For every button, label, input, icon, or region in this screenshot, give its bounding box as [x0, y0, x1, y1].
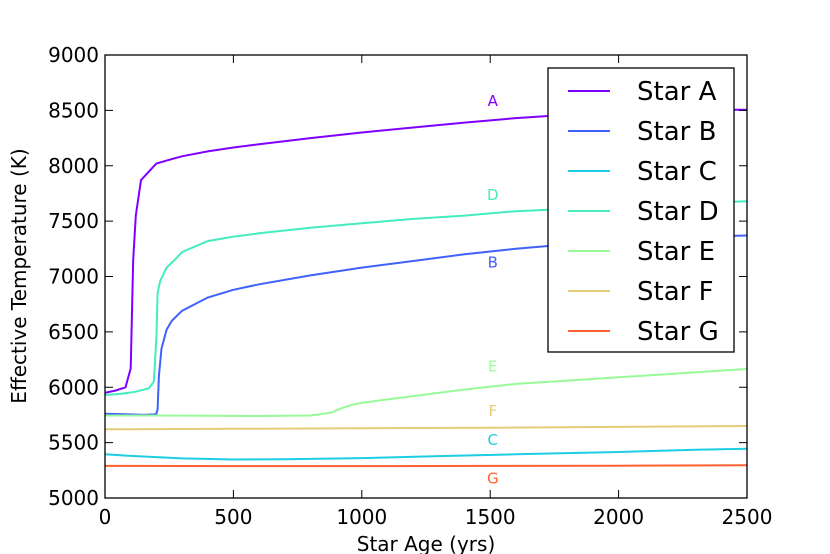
x-tick-label: 500	[214, 505, 252, 529]
annotation-c: C	[488, 431, 498, 449]
annotation-g: G	[487, 470, 499, 488]
legend: Star A Star B Star C Star D Star E Star F Star…	[547, 67, 735, 353]
annotation-f: F	[488, 402, 497, 420]
legend-label-g: Star G	[637, 317, 719, 347]
series-line-star-f	[105, 425, 747, 431]
annotation-e: E	[488, 358, 497, 376]
legend-label-f: Star F	[637, 277, 714, 307]
y-tick-label: 5000	[48, 486, 99, 510]
legend-label-d: Star D	[637, 197, 719, 227]
series-line-star-c	[105, 447, 747, 461]
y-tick-label: 8500	[48, 98, 99, 122]
y-tick-label: 5500	[48, 431, 99, 455]
series-line-star-e	[105, 368, 747, 418]
x-tick-label: 1500	[465, 505, 516, 529]
legend-label-e: Star E	[637, 237, 715, 267]
y-tick-label: 7500	[48, 209, 99, 233]
x-tick-label: 0	[99, 505, 112, 529]
annotations: A B C D E F G	[487, 92, 499, 488]
x-tick-label: 1000	[336, 505, 387, 529]
y-tick-label: 9000	[48, 43, 99, 67]
y-tick-label: 8000	[48, 154, 99, 178]
x-tick-label: 2500	[722, 505, 773, 529]
y-tick-label: 6000	[48, 375, 99, 399]
series-line-star-g	[105, 464, 747, 468]
annotation-a: A	[488, 92, 499, 110]
legend-label-b: Star B	[637, 117, 716, 147]
ticks: 0 500 1000 1500 2000 2500 5000 5500 6000 6500 7000…	[48, 43, 772, 529]
legend-label-a: Star A	[637, 77, 717, 107]
y-tick-label: 7000	[48, 265, 99, 289]
legend-label-c: Star C	[637, 157, 717, 187]
x-axis-label: Star Age (yrs)	[357, 532, 496, 554]
y-axis-label: Effective Temperature (K)	[7, 148, 31, 403]
y-tick-label: 6500	[48, 320, 99, 344]
annotation-b: B	[488, 254, 498, 272]
x-tick-label: 2000	[593, 505, 644, 529]
annotation-d: D	[487, 186, 499, 204]
